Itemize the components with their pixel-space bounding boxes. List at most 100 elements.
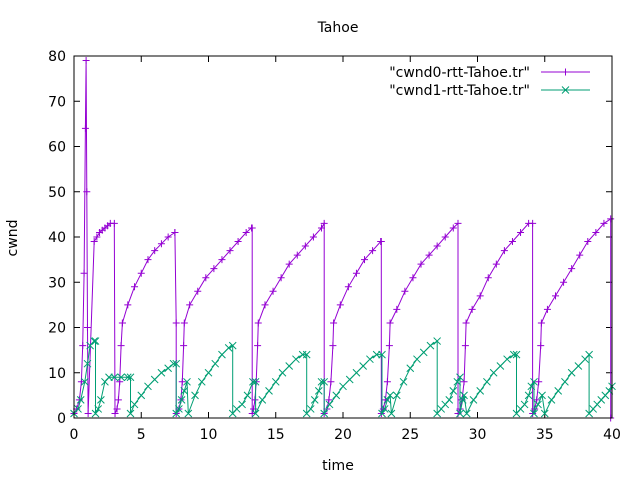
series-0-point: [425, 251, 433, 259]
series-1-point: [184, 409, 193, 418]
series-0-point: [277, 274, 285, 282]
series-1-point: [302, 350, 311, 359]
series-0-point: [83, 324, 91, 331]
y-tick-label: 20: [48, 321, 66, 337]
series-0-point: [157, 240, 165, 248]
series-1-point: [585, 350, 593, 359]
series-1-point: [177, 396, 186, 404]
series-1-point: [172, 409, 181, 418]
series-1-point: [456, 373, 464, 382]
series-0-point: [202, 274, 210, 282]
series-0-point: [329, 342, 337, 350]
series-0-point: [172, 319, 180, 327]
series-0-point: [462, 319, 470, 327]
series-1-point: [445, 396, 454, 404]
series-1-point: [320, 409, 329, 418]
series-0-point: [178, 378, 186, 386]
series-0-point: [186, 301, 194, 309]
series-1-point: [496, 362, 505, 370]
series-1-point: [380, 405, 389, 413]
series-0-point: [600, 219, 608, 227]
series-1-point: [460, 391, 468, 400]
series-1-point: [483, 377, 491, 386]
series-layer: [70, 57, 616, 422]
series-1-point: [383, 396, 392, 404]
x-tick-label: 40: [603, 427, 621, 443]
series-1-point: [524, 391, 533, 400]
series-1-point: [469, 396, 478, 404]
series-1-point: [251, 409, 260, 418]
series-0-point: [317, 224, 325, 232]
series-0-point: [433, 242, 441, 250]
series-0-point: [242, 228, 250, 236]
x-tick-label: 20: [334, 427, 352, 443]
series-0-point: [110, 219, 118, 227]
series-0-point: [325, 396, 333, 404]
series-1-point: [183, 377, 191, 386]
y-tick-label: 50: [48, 185, 66, 201]
series-1-point: [372, 350, 381, 359]
series-0-point: [476, 292, 484, 300]
series-1-point: [249, 377, 257, 386]
y-tick-label: 30: [48, 275, 66, 291]
series-0-point: [517, 228, 525, 236]
series-1-point: [413, 355, 421, 364]
series-0-point: [82, 57, 90, 65]
series-1-point: [387, 409, 396, 418]
series-1-point: [386, 391, 394, 400]
axis-ticks: 0 5 10 15 20 25 30 35 40 0 10 20 30 40 50 60 70 80: [48, 49, 621, 443]
series-0-point: [248, 224, 256, 232]
series-1-point: [126, 373, 135, 382]
legend-marker-1: [561, 86, 570, 94]
series-1-point: [366, 355, 374, 364]
series-1-point: [520, 400, 529, 409]
series-0-point: [80, 269, 88, 277]
legend-marker-0: [562, 68, 569, 76]
series-0-point: [584, 238, 592, 246]
series-0-point: [484, 274, 492, 282]
series-0-point: [417, 260, 425, 268]
series-1-point: [426, 341, 435, 350]
series-1-point: [527, 382, 536, 391]
series-0-point: [576, 251, 584, 259]
series-0-point: [568, 265, 576, 273]
series-0-point: [500, 247, 508, 255]
series-0-point: [218, 256, 226, 264]
series-0-point: [116, 378, 124, 386]
series-1-point: [378, 350, 386, 359]
series-1-point: [180, 386, 189, 395]
series-0-point: [460, 378, 468, 386]
series-0-point: [77, 378, 85, 386]
series-1-point: [175, 405, 183, 413]
series-0-point: [164, 233, 172, 241]
series-0-point: [369, 247, 377, 255]
series-1-point: [567, 368, 576, 377]
series-1-point: [530, 377, 538, 386]
x-tick-label: 5: [137, 427, 146, 443]
series-1-point: [310, 396, 319, 404]
series-1-point: [76, 396, 85, 404]
series-0-point: [393, 305, 401, 313]
series-0-point: [194, 287, 202, 295]
x-tick-label: 30: [469, 427, 487, 443]
x-tick-label: 25: [401, 427, 419, 443]
series-1-point: [238, 400, 246, 409]
series-1-point: [90, 337, 99, 345]
series-1-point: [453, 377, 462, 386]
series-0-point: [409, 274, 417, 282]
series-1: [70, 337, 616, 418]
series-1-point: [352, 368, 361, 377]
series-1-point: [512, 350, 521, 359]
series-1-point: [538, 391, 546, 400]
series-0-point: [93, 233, 101, 241]
series-0-point: [180, 319, 188, 327]
series-1-point: [320, 377, 329, 386]
x-axis-label: time: [322, 458, 354, 474]
series-1-point: [503, 355, 511, 364]
chart-title: Tahoe: [317, 20, 359, 36]
series-1-point: [292, 355, 300, 364]
series-0-point: [320, 219, 328, 227]
series-0-point: [75, 396, 83, 404]
series-1-point: [218, 350, 226, 359]
series-1-point: [314, 386, 323, 395]
